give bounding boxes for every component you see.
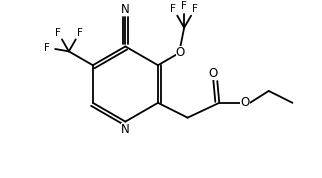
Text: O: O xyxy=(240,96,250,109)
Text: F: F xyxy=(181,1,187,11)
Text: F: F xyxy=(44,43,50,53)
Text: O: O xyxy=(175,46,185,59)
Text: F: F xyxy=(55,28,61,38)
Text: O: O xyxy=(209,67,218,80)
Text: F: F xyxy=(192,4,198,14)
Text: N: N xyxy=(121,3,130,16)
Text: F: F xyxy=(77,28,83,38)
Text: N: N xyxy=(121,123,130,136)
Text: F: F xyxy=(170,4,176,14)
